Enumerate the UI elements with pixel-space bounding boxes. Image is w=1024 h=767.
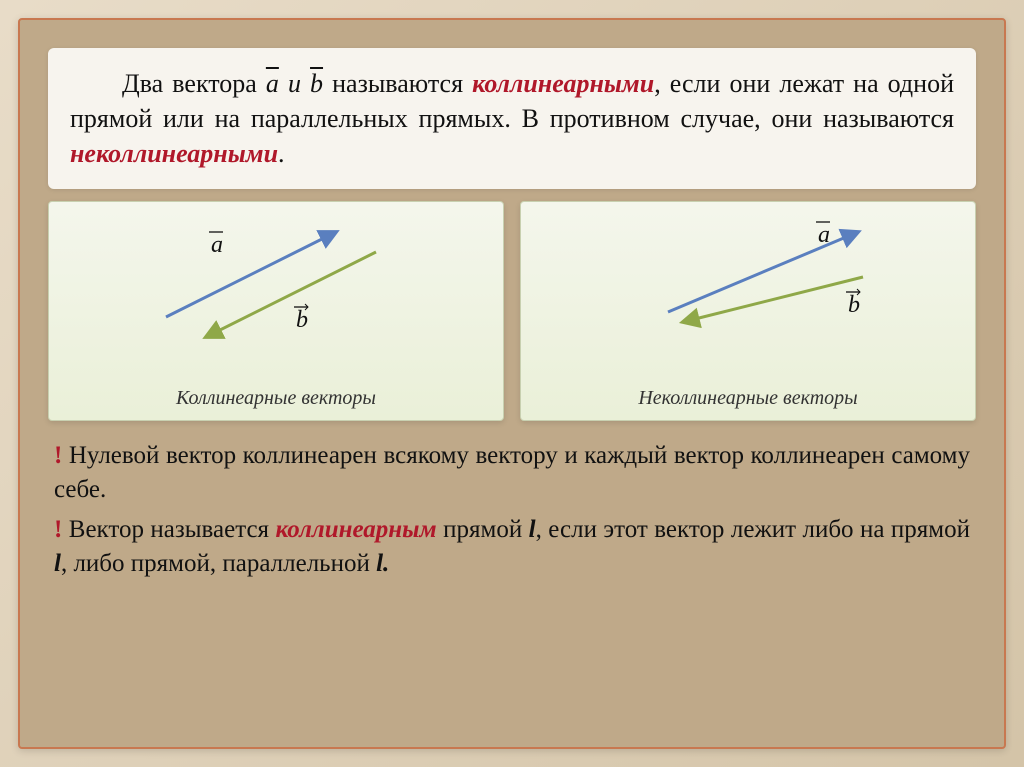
diagram-row: a b Коллинеарные векторы bbox=[48, 201, 976, 421]
diagram-collinear-svg: a b bbox=[49, 202, 503, 382]
vector-b bbox=[683, 277, 863, 322]
label-b: b bbox=[296, 307, 308, 333]
term-noncollinear: неколлинеарными bbox=[70, 139, 278, 168]
note2-l2: l bbox=[54, 550, 61, 577]
note2-l1: l bbox=[529, 516, 536, 543]
para-part4: . bbox=[278, 139, 285, 168]
notes-block: ! Нулевой вектор коллинеарен всякому век… bbox=[48, 439, 976, 580]
note2-p4: , либо прямой, параллельной bbox=[61, 550, 376, 577]
note1-text: Нулевой вектор коллинеарен всякому векто… bbox=[54, 442, 970, 503]
definition-paragraph: Два вектора a и b называются коллинеарны… bbox=[70, 66, 954, 171]
caption-collinear: Коллинеарные векторы bbox=[49, 387, 503, 418]
vector-b bbox=[206, 252, 376, 337]
note-1: ! Нулевой вектор коллинеарен всякому век… bbox=[54, 439, 970, 507]
vector-notation: a и b bbox=[266, 69, 332, 98]
label-a: a bbox=[211, 232, 223, 258]
note2-p3: , если этот вектор лежит либо на прямой bbox=[536, 516, 970, 543]
note-2: ! Вектор называется коллинеарным прямой … bbox=[54, 513, 970, 581]
diagram-noncollinear: a b Неколлинеарные векторы bbox=[520, 201, 976, 421]
diagram-collinear: a b Коллинеарные векторы bbox=[48, 201, 504, 421]
term-collinear: коллинеарными bbox=[472, 69, 654, 98]
note2-p1: Вектор называется bbox=[62, 516, 275, 543]
slide-frame: Два вектора a и b называются коллинеарны… bbox=[18, 18, 1006, 749]
caption-noncollinear: Неколлинеарные векторы bbox=[521, 387, 975, 418]
vector-a bbox=[166, 232, 336, 317]
note2-p2: прямой bbox=[437, 516, 529, 543]
note2-term: коллинеарным bbox=[276, 516, 437, 543]
para-part2: называются bbox=[332, 69, 472, 98]
label-b: b bbox=[848, 292, 860, 318]
note2-l3: l. bbox=[376, 550, 389, 577]
diagram-noncollinear-svg: a b bbox=[521, 202, 975, 382]
definition-panel: Два вектора a и b называются коллинеарны… bbox=[48, 48, 976, 189]
label-a: a bbox=[818, 222, 830, 248]
para-part1: Два вектора bbox=[122, 69, 266, 98]
